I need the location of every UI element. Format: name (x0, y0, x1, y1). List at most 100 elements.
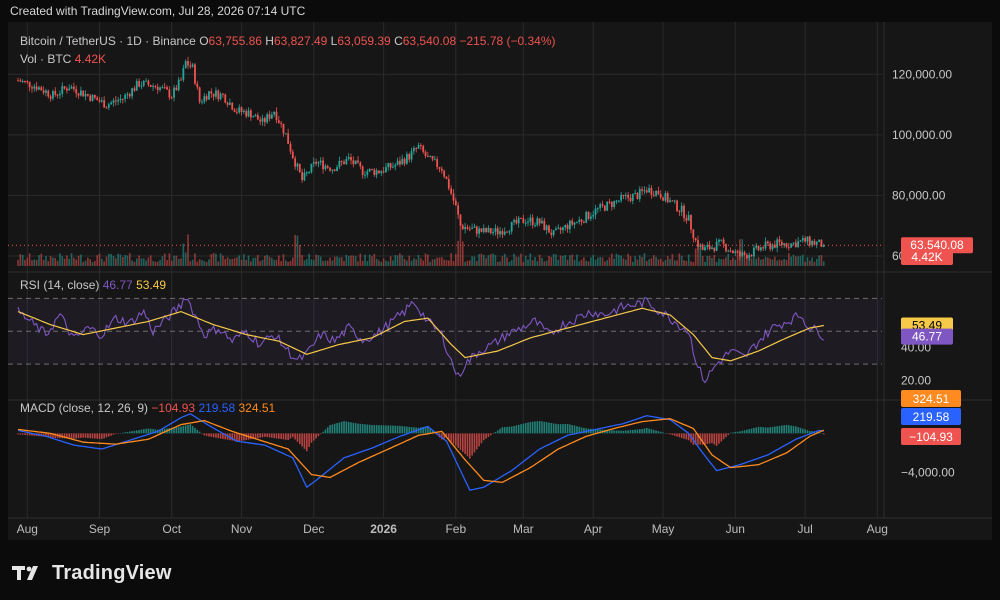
macd-histogram-bar (261, 433, 264, 438)
candle-body (338, 160, 341, 168)
macd-histogram-bar (63, 433, 66, 439)
candle-body (608, 201, 611, 203)
volume-bar (198, 259, 201, 266)
volume-badge (901, 249, 953, 265)
volume-bar (415, 259, 418, 266)
volume-bar (19, 254, 22, 266)
macd-histogram-bar (170, 427, 173, 434)
volume-bar (219, 253, 222, 266)
candle-body (466, 227, 469, 229)
volume-bar (406, 260, 408, 266)
macd-histogram-bar (643, 428, 646, 434)
volume-bar (189, 261, 192, 266)
macd-histogram-bar (417, 427, 420, 434)
candle-body (548, 225, 550, 233)
candle-body (550, 232, 553, 235)
candle-body (664, 193, 667, 201)
macd-histogram-bar (767, 427, 769, 434)
macd-histogram-bar (748, 429, 751, 434)
candle-body (513, 220, 515, 222)
candle-body (378, 170, 380, 174)
macd-histogram-bar (82, 433, 85, 438)
macd-histogram-bar (799, 427, 802, 434)
volume-bar (557, 259, 560, 266)
candle-body (256, 115, 259, 120)
macd-histogram-bar (515, 425, 518, 434)
candle-body (815, 242, 818, 245)
chart-canvas[interactable]: Aug Sep Oct Nov Dec 2026 Feb Mar Apr May Jun Jul Aug… (8, 22, 992, 540)
macd-histogram-bar (489, 433, 492, 436)
volume-bar (61, 256, 64, 266)
candle-body (419, 144, 422, 146)
macd-histogram-bar (806, 430, 809, 434)
volume-bar (322, 260, 324, 266)
macd-histogram-bar (478, 433, 480, 447)
volume-bar (163, 253, 166, 266)
volume-bar (690, 261, 692, 266)
macd-histogram-bar (191, 426, 194, 434)
candle-body (380, 171, 383, 174)
macd-histogram-bar (659, 431, 662, 434)
candle-body (489, 228, 492, 234)
candle-body (28, 81, 31, 88)
candle-body (326, 165, 329, 168)
volume-bar (170, 260, 173, 266)
macd-histogram-bar (101, 433, 103, 440)
candle-body (690, 215, 692, 230)
candle-body (84, 93, 87, 97)
candle-body (818, 239, 820, 243)
macd-histogram-bar (701, 433, 704, 445)
macd-histogram-bar (638, 429, 641, 434)
macd-histogram-bar (47, 433, 50, 438)
candle-body (161, 87, 164, 89)
candle-body (699, 244, 702, 247)
candle-body (107, 104, 110, 108)
macd-histogram-bar (271, 433, 273, 438)
candle-body (347, 156, 350, 160)
macd-histogram-bar (441, 433, 443, 440)
x-axis-tick-label: 2026 (370, 522, 397, 536)
macd-histogram-bar (385, 425, 387, 434)
volume-bar (795, 256, 797, 266)
volume-bar (354, 256, 357, 266)
volume-bar (203, 261, 206, 266)
candle-body (508, 231, 511, 233)
macd-histogram-bar (822, 433, 825, 435)
macd-histogram-bar (73, 433, 75, 439)
volume-bar (380, 261, 383, 266)
macd-histogram-bar (650, 429, 653, 434)
macd-histogram-bar (729, 432, 732, 434)
chart-area[interactable]: Aug Sep Oct Nov Dec 2026 Feb Mar Apr May Jun Jul Aug… (8, 22, 992, 540)
macd-histogram-bar (26, 433, 29, 436)
volume-bar (33, 259, 36, 266)
volume-bar (291, 257, 294, 266)
macd-histogram-bar (797, 427, 799, 434)
candle-body (652, 194, 655, 196)
macd-histogram-bar (222, 433, 224, 439)
candle-body (732, 250, 734, 254)
candle-body (650, 188, 653, 195)
macd-histogram-bar (811, 431, 813, 434)
candle-body (340, 160, 343, 162)
candle-body (291, 151, 294, 159)
candle-body (329, 167, 331, 171)
candle-body (140, 85, 143, 87)
volume-bar (548, 255, 550, 266)
macd-histogram-bar (520, 424, 522, 434)
volume-bar (601, 257, 604, 266)
macd-histogram-bar (326, 427, 329, 434)
volume-bar (331, 260, 334, 266)
volume-bar (366, 261, 369, 266)
candle-body (503, 231, 506, 235)
candle-body (229, 102, 231, 105)
macd-histogram-bar (715, 433, 718, 446)
candle-body (333, 169, 336, 172)
macd-histogram-bar (562, 424, 564, 434)
candle-body (240, 107, 243, 112)
candle-body (373, 169, 376, 175)
candle-body (594, 208, 597, 215)
candle-body (613, 200, 616, 208)
candle-body (683, 205, 685, 219)
volume-bar (254, 257, 257, 266)
macd-histogram-bar (422, 426, 425, 434)
